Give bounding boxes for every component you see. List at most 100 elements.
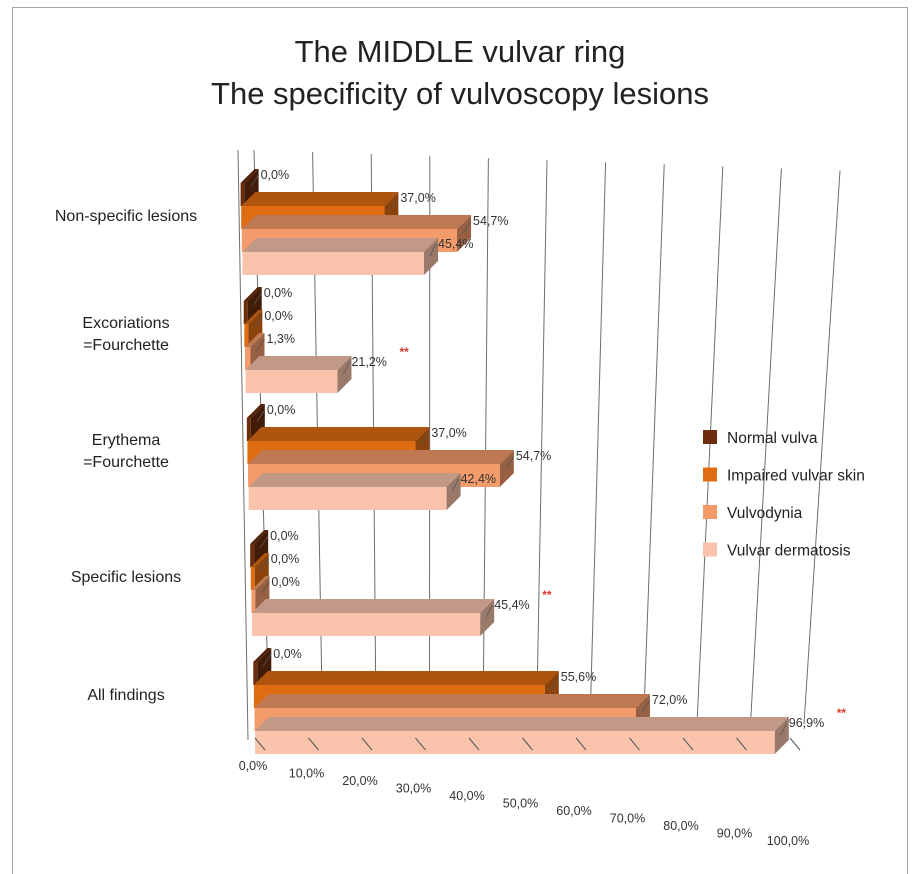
bar-top-face bbox=[251, 576, 270, 590]
bar-top-face bbox=[241, 192, 399, 206]
leader-line bbox=[641, 699, 651, 713]
bar-top-face bbox=[251, 599, 495, 613]
x-tick bbox=[308, 737, 319, 751]
significance-mark: ** bbox=[399, 345, 409, 359]
bar-side-face bbox=[499, 450, 514, 487]
gridline bbox=[643, 164, 665, 725]
data-label: 96,9% bbox=[789, 716, 824, 730]
category-label: Excoriations bbox=[82, 315, 169, 332]
bar-top-face bbox=[241, 215, 472, 229]
bar bbox=[242, 252, 425, 275]
leader-line bbox=[343, 361, 350, 375]
category-label: =Fourchette bbox=[83, 337, 169, 354]
data-label: 0,0% bbox=[264, 286, 293, 300]
bar-top-face bbox=[253, 671, 559, 685]
bar-top-face bbox=[247, 427, 430, 441]
category-label: =Fourchette bbox=[83, 454, 169, 471]
x-tick-label: 50,0% bbox=[503, 797, 538, 811]
x-tick-label: 60,0% bbox=[556, 804, 591, 818]
leader-line bbox=[259, 535, 269, 549]
x-tick bbox=[575, 737, 587, 751]
category-label: Erythema bbox=[92, 432, 161, 449]
x-tick-label: 90,0% bbox=[717, 827, 752, 841]
legend-label: Vulvodynia bbox=[727, 505, 803, 522]
bar-top-face bbox=[248, 473, 461, 487]
significance-mark: ** bbox=[837, 706, 847, 720]
bar-top-face bbox=[255, 717, 789, 731]
leader-line bbox=[256, 409, 266, 423]
bar-side-face bbox=[244, 169, 259, 206]
data-label: 0,0% bbox=[273, 647, 302, 661]
bar bbox=[244, 324, 249, 347]
legend: Normal vulva Impaired vulvar skin Vulvodyn… bbox=[703, 430, 865, 560]
legend-label: Vulvar dermatosis bbox=[727, 543, 851, 560]
legend-label: Impaired vulvar skin bbox=[727, 468, 865, 485]
gridline bbox=[750, 168, 782, 725]
bar-side-face bbox=[457, 215, 472, 252]
legend-swatch bbox=[703, 542, 717, 557]
leader-line bbox=[429, 243, 437, 257]
leader-line bbox=[485, 604, 493, 618]
bar bbox=[255, 731, 775, 754]
bar-top-face bbox=[254, 694, 650, 708]
bar-top-face bbox=[250, 530, 269, 544]
bar-top-face bbox=[248, 450, 514, 464]
data-label: 37,0% bbox=[431, 426, 466, 440]
leader-line bbox=[256, 338, 265, 352]
bar-side-face bbox=[255, 576, 270, 613]
data-label: 45,4% bbox=[494, 598, 529, 612]
data-labels: 0,0%37,0%54,7%45,4%0,0%0,0%1,3%21,2%**0,… bbox=[250, 168, 847, 736]
data-label: 54,7% bbox=[473, 214, 508, 228]
axis-line bbox=[237, 149, 249, 741]
bar-side-face bbox=[247, 287, 262, 324]
bar bbox=[250, 567, 255, 590]
bar bbox=[244, 347, 251, 370]
leader-line bbox=[254, 315, 263, 329]
gridline bbox=[536, 160, 548, 725]
x-tick-label: 40,0% bbox=[449, 789, 484, 803]
bar-top-face bbox=[250, 553, 269, 567]
bar-side-face bbox=[250, 333, 265, 370]
gridline bbox=[589, 162, 607, 725]
bar bbox=[243, 301, 248, 324]
leader-line bbox=[253, 292, 263, 306]
bar-top-face bbox=[246, 404, 265, 418]
leader-line bbox=[421, 432, 430, 446]
bar-top-face bbox=[245, 356, 352, 370]
bar-top-face bbox=[242, 238, 439, 252]
bar bbox=[251, 613, 481, 636]
x-tick bbox=[682, 737, 694, 751]
chart-title-line-1: The MIDDLE vulvar ring bbox=[294, 34, 626, 69]
chart-title-line-2: The specificity of vulvoscopy lesions bbox=[211, 76, 709, 111]
category-label: Non-specific lesions bbox=[55, 208, 197, 225]
bar-top-face bbox=[244, 310, 263, 324]
legend-swatch bbox=[703, 430, 717, 444]
gridline bbox=[482, 158, 489, 725]
x-tick bbox=[789, 737, 801, 751]
category-label: All findings bbox=[87, 687, 164, 704]
x-tick-label: 80,0% bbox=[663, 819, 698, 833]
axis-ticks: 0,0% 10,0% 20,0% 30,0% 40,0% 50,0% 60,0% 70,0% 8… bbox=[239, 737, 809, 848]
x-tick-label: 10,0% bbox=[289, 767, 324, 781]
bar-top-face bbox=[253, 648, 272, 662]
leader-line bbox=[505, 455, 515, 469]
bar-top-face bbox=[244, 333, 265, 347]
data-label: 0,0% bbox=[261, 168, 290, 182]
legend-swatch bbox=[703, 467, 717, 482]
legend-label: Normal vulva bbox=[727, 430, 818, 447]
bar-top-face bbox=[243, 287, 262, 301]
x-tick-label: 100,0% bbox=[767, 834, 809, 848]
bar bbox=[250, 544, 255, 567]
x-tick bbox=[254, 737, 266, 751]
category-label: Specific lesions bbox=[71, 569, 181, 586]
significance-mark: ** bbox=[542, 588, 552, 602]
x-tick-label: 70,0% bbox=[610, 812, 645, 826]
x-tick-label: 20,0% bbox=[342, 774, 377, 788]
bar-top-face bbox=[240, 169, 259, 183]
bar-side-face bbox=[254, 553, 269, 590]
leader-line bbox=[262, 653, 272, 667]
data-label: 72,0% bbox=[652, 693, 687, 707]
bar bbox=[251, 590, 256, 613]
data-label: 0,0% bbox=[271, 575, 300, 589]
